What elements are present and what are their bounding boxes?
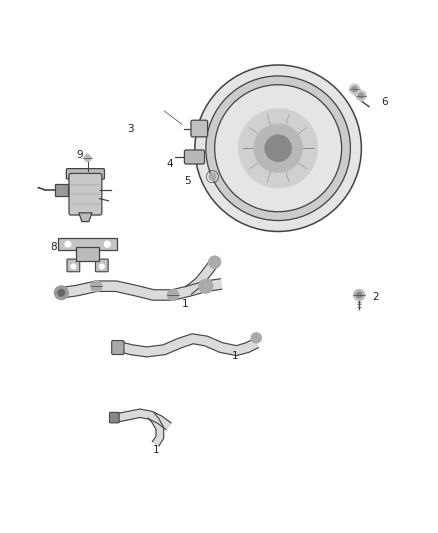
Text: 9: 9: [77, 150, 83, 160]
Circle shape: [265, 135, 291, 161]
Text: 1: 1: [153, 446, 160, 456]
Circle shape: [99, 264, 105, 269]
Polygon shape: [121, 334, 258, 357]
Circle shape: [71, 264, 76, 269]
Polygon shape: [60, 279, 222, 300]
Circle shape: [58, 289, 65, 296]
Text: 1: 1: [232, 351, 239, 361]
FancyBboxPatch shape: [58, 238, 117, 250]
FancyBboxPatch shape: [112, 341, 124, 354]
FancyBboxPatch shape: [191, 120, 208, 137]
Text: 7: 7: [70, 200, 77, 210]
Circle shape: [84, 155, 91, 161]
FancyBboxPatch shape: [67, 168, 104, 179]
Circle shape: [65, 241, 71, 247]
Circle shape: [167, 289, 179, 301]
FancyBboxPatch shape: [95, 259, 108, 272]
Polygon shape: [117, 409, 171, 430]
Text: 1: 1: [182, 298, 188, 309]
FancyBboxPatch shape: [76, 247, 99, 261]
FancyBboxPatch shape: [110, 413, 119, 423]
Circle shape: [239, 109, 318, 188]
Text: 6: 6: [381, 97, 388, 107]
Circle shape: [352, 86, 358, 92]
Circle shape: [195, 65, 361, 231]
Text: 2: 2: [372, 292, 379, 302]
Circle shape: [254, 124, 302, 172]
Circle shape: [356, 91, 367, 101]
Text: 4: 4: [166, 159, 173, 168]
Circle shape: [251, 333, 261, 343]
Text: 5: 5: [184, 176, 191, 186]
Circle shape: [208, 256, 221, 268]
Polygon shape: [148, 413, 164, 446]
Circle shape: [356, 292, 362, 298]
Circle shape: [199, 279, 213, 293]
Circle shape: [91, 280, 102, 292]
Text: 8: 8: [50, 242, 57, 252]
FancyBboxPatch shape: [69, 173, 102, 215]
Circle shape: [104, 241, 110, 247]
Circle shape: [209, 173, 216, 180]
Polygon shape: [79, 213, 92, 222]
Text: 3: 3: [127, 124, 134, 134]
FancyBboxPatch shape: [67, 259, 80, 272]
FancyBboxPatch shape: [55, 184, 67, 196]
Circle shape: [358, 93, 364, 99]
Circle shape: [350, 84, 360, 94]
FancyBboxPatch shape: [184, 150, 205, 164]
Circle shape: [54, 286, 68, 300]
Circle shape: [353, 289, 365, 301]
Polygon shape: [185, 259, 219, 294]
